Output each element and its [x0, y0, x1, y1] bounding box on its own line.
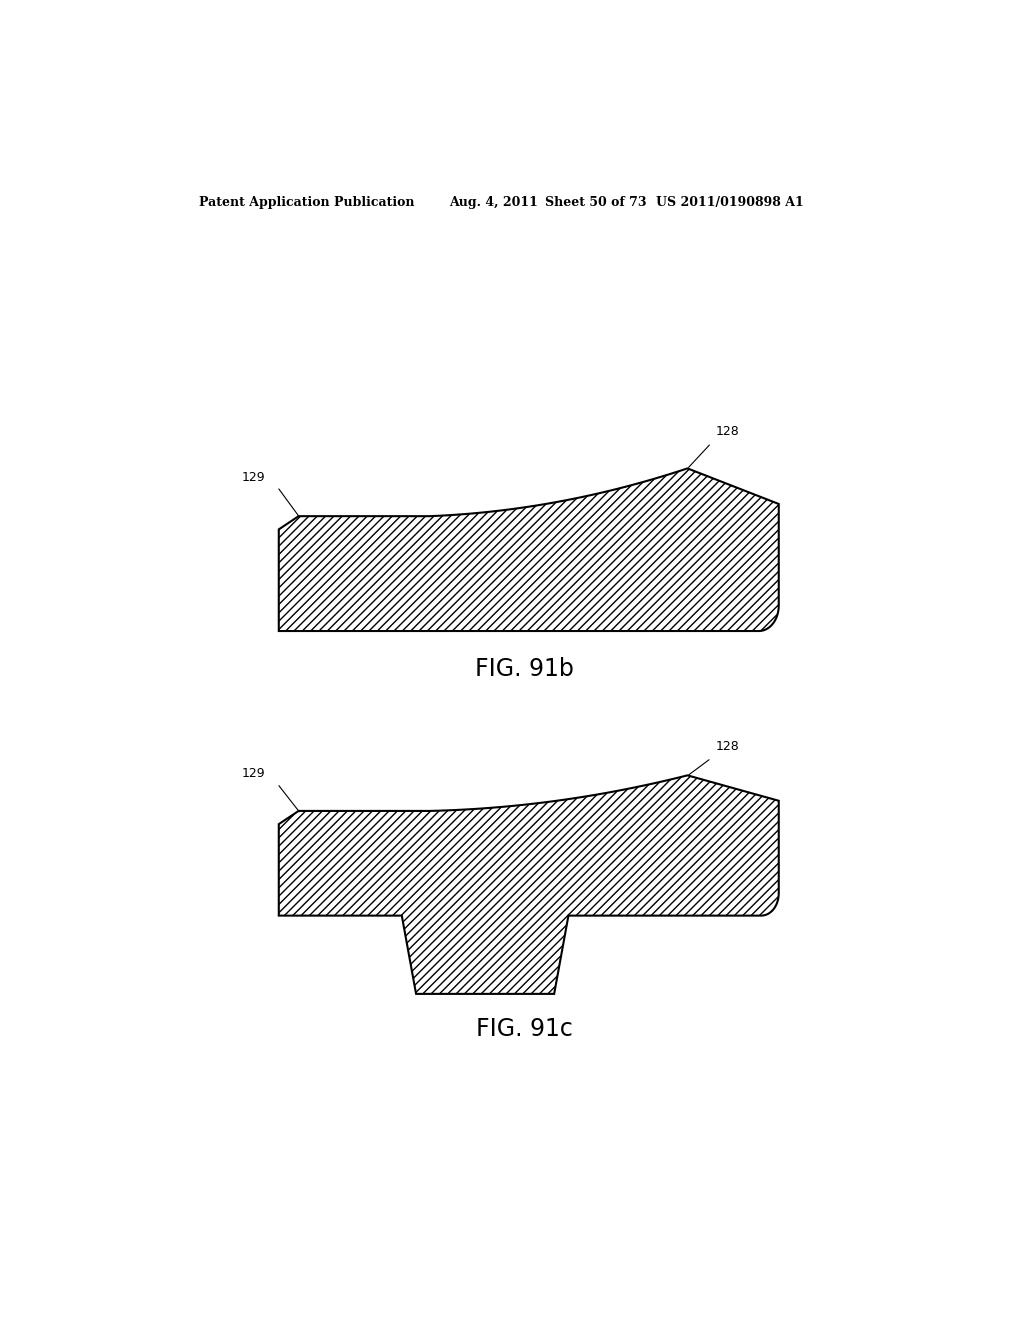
- Text: Patent Application Publication: Patent Application Publication: [200, 195, 415, 209]
- Text: 129: 129: [242, 471, 265, 483]
- Text: US 2011/0190898 A1: US 2011/0190898 A1: [655, 195, 804, 209]
- Text: 128: 128: [715, 741, 739, 752]
- Text: FIG. 91c: FIG. 91c: [476, 1018, 573, 1041]
- Polygon shape: [279, 775, 778, 994]
- Text: 128: 128: [715, 425, 739, 438]
- Text: Aug. 4, 2011: Aug. 4, 2011: [450, 195, 539, 209]
- Text: FIG. 91b: FIG. 91b: [475, 656, 574, 681]
- Polygon shape: [279, 469, 778, 631]
- Text: Sheet 50 of 73: Sheet 50 of 73: [545, 195, 646, 209]
- Text: 129: 129: [242, 767, 265, 780]
